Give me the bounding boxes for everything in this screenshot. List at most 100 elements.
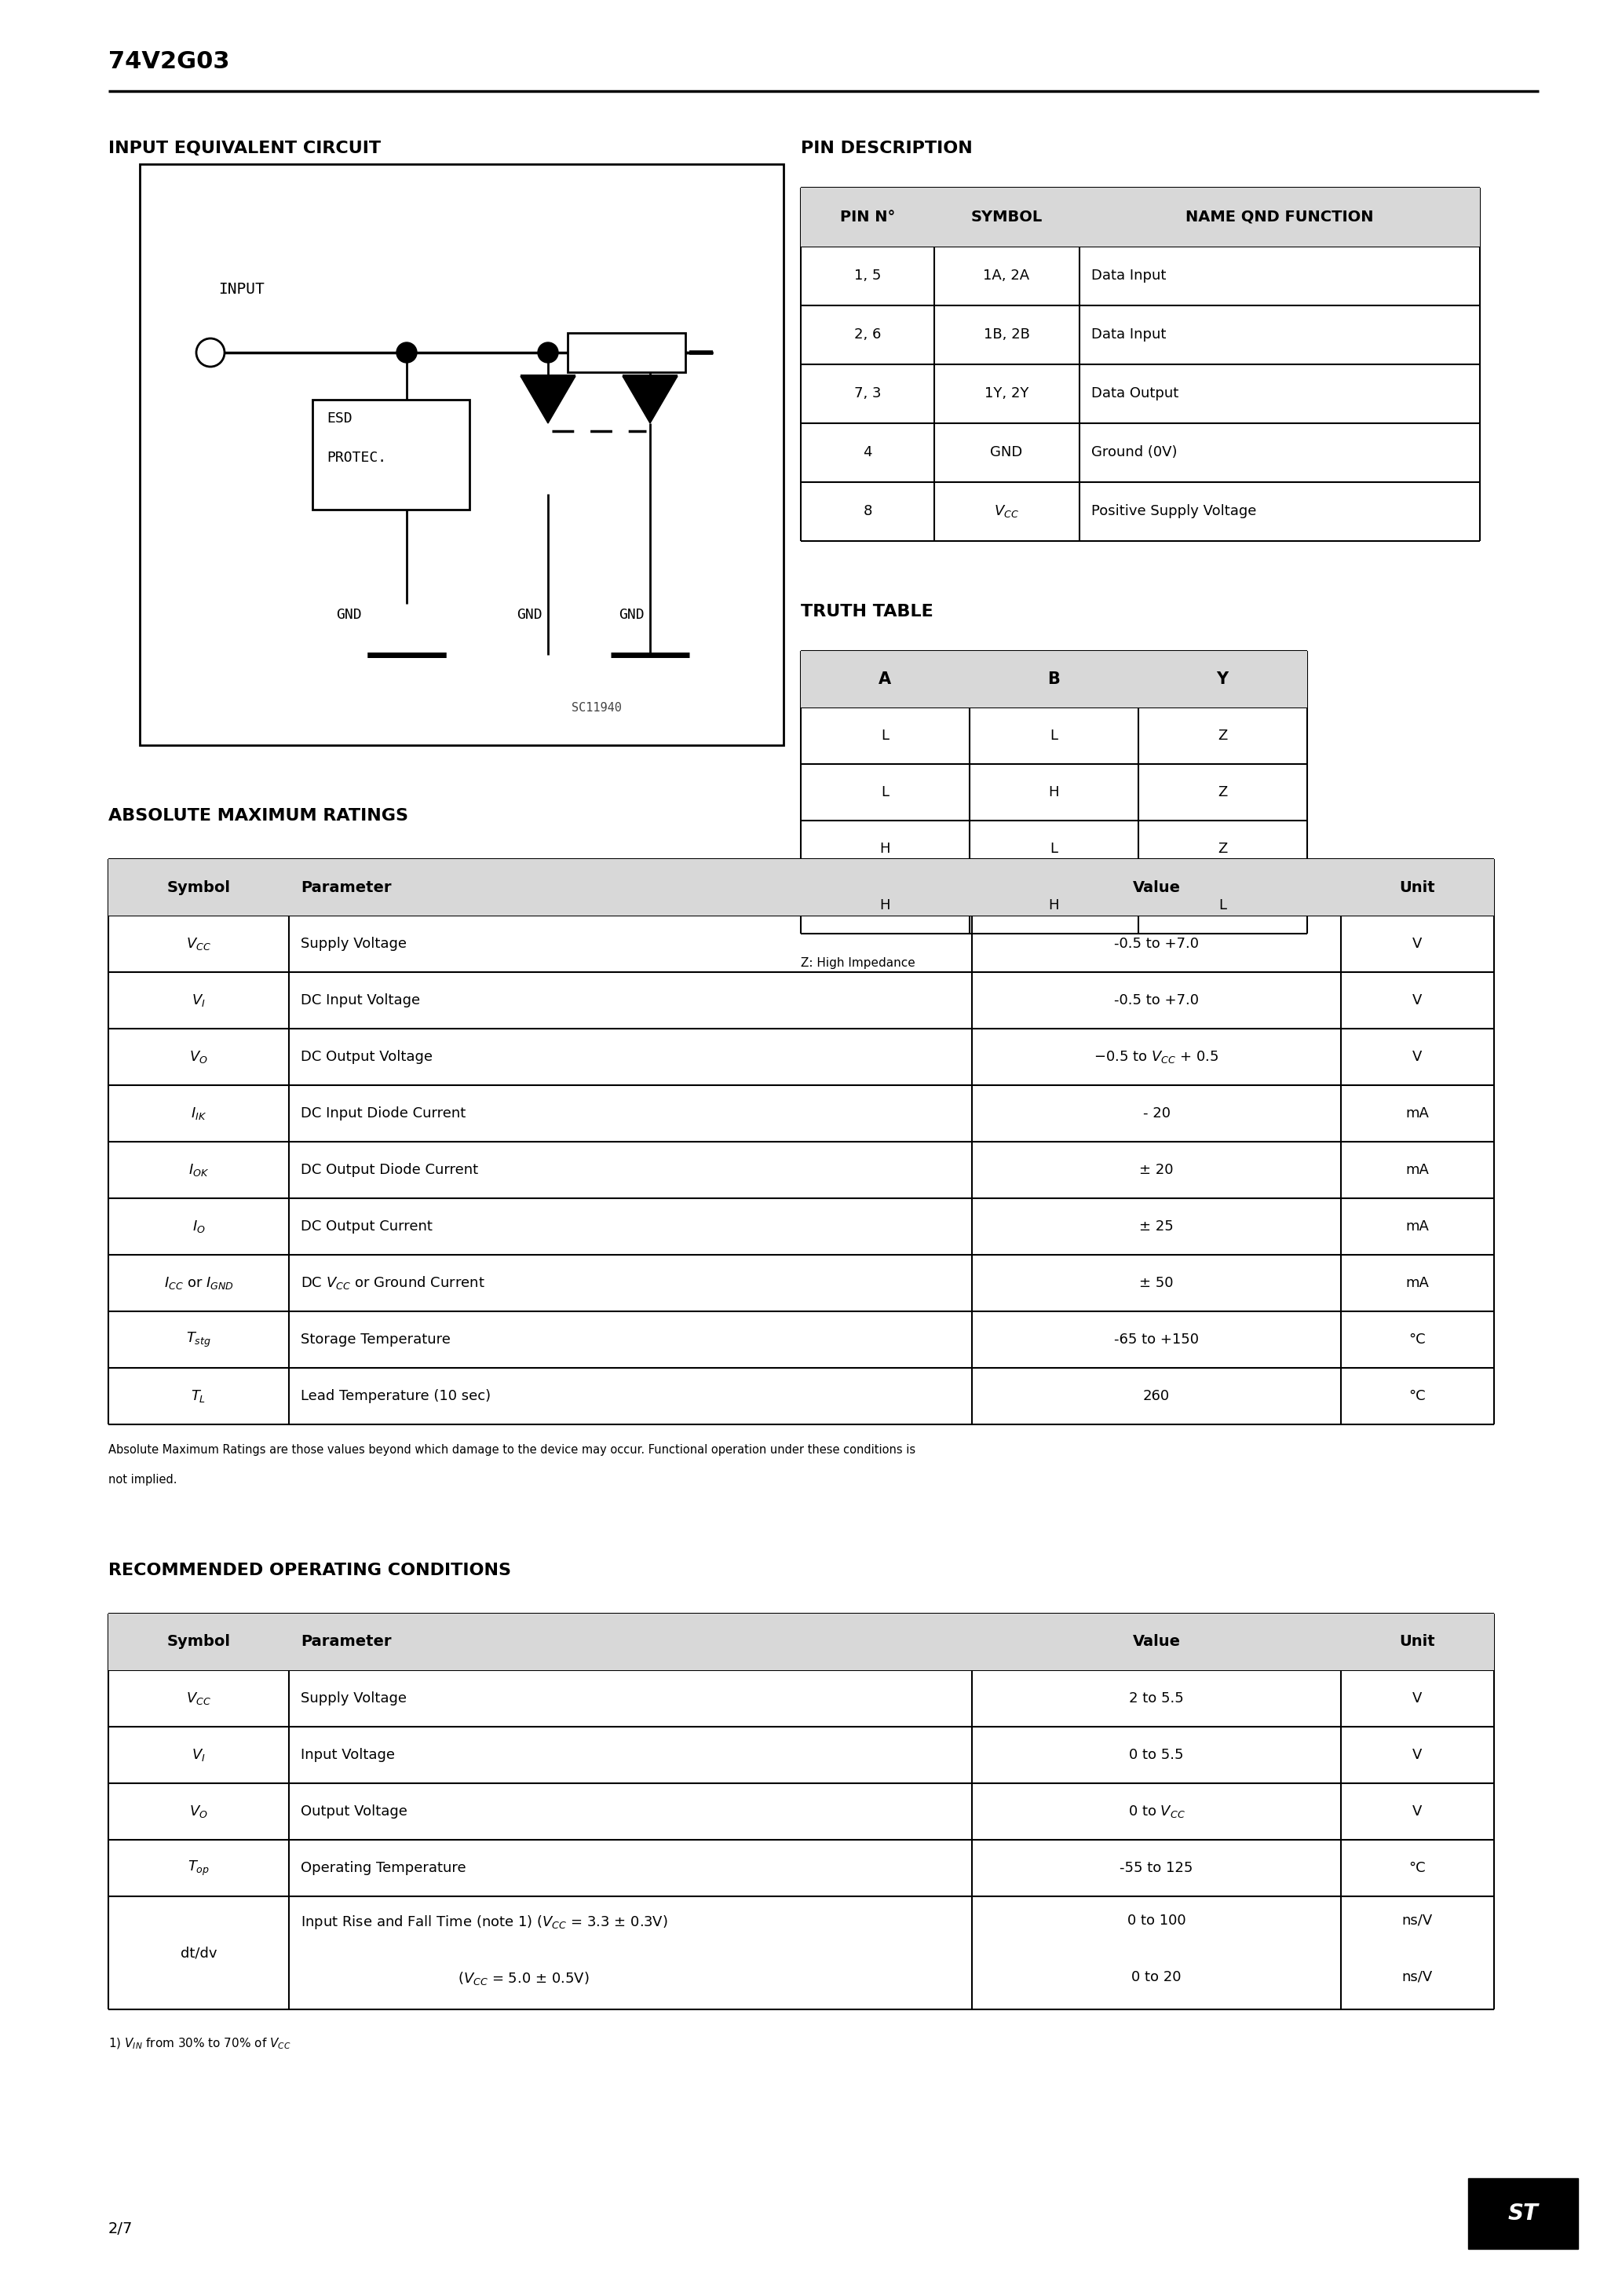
Text: -65 to +150: -65 to +150 bbox=[1114, 1332, 1199, 1348]
Text: V: V bbox=[1413, 937, 1422, 951]
Text: $I_O$: $I_O$ bbox=[191, 1219, 206, 1235]
Bar bbox=[139, 163, 783, 746]
Text: ± 20: ± 20 bbox=[1139, 1162, 1173, 1178]
Text: L: L bbox=[881, 728, 889, 744]
Text: GND: GND bbox=[618, 608, 644, 622]
Text: DC Input Diode Current: DC Input Diode Current bbox=[300, 1107, 466, 1120]
Text: A: A bbox=[879, 670, 890, 687]
Text: $T_{stg}$: $T_{stg}$ bbox=[187, 1329, 211, 1348]
Text: °C: °C bbox=[1408, 1332, 1426, 1348]
Circle shape bbox=[539, 342, 558, 363]
Text: Z: Z bbox=[1218, 785, 1228, 799]
Text: mA: mA bbox=[1405, 1107, 1429, 1120]
Text: GND: GND bbox=[336, 608, 362, 622]
Text: mA: mA bbox=[1405, 1162, 1429, 1178]
Text: 0 to 20: 0 to 20 bbox=[1132, 1970, 1181, 1984]
Text: Parameter: Parameter bbox=[300, 879, 391, 895]
Text: GND: GND bbox=[516, 608, 542, 622]
Text: ns/V: ns/V bbox=[1401, 1913, 1432, 1929]
Text: V: V bbox=[1413, 1805, 1422, 1818]
Text: Storage Temperature: Storage Temperature bbox=[300, 1332, 451, 1348]
Text: INPUT EQUIVALENT CIRCUIT: INPUT EQUIVALENT CIRCUIT bbox=[109, 140, 381, 156]
Text: Lead Temperature (10 sec): Lead Temperature (10 sec) bbox=[300, 1389, 491, 1403]
Text: Data Input: Data Input bbox=[1092, 328, 1166, 342]
Text: H: H bbox=[879, 843, 890, 856]
Text: - 20: - 20 bbox=[1144, 1107, 1169, 1120]
Text: $V_I$: $V_I$ bbox=[191, 1747, 206, 1763]
Text: V: V bbox=[1413, 1049, 1422, 1063]
Text: Operating Temperature: Operating Temperature bbox=[300, 1862, 466, 1876]
Text: 260: 260 bbox=[1144, 1389, 1169, 1403]
Text: 1B, 2B: 1B, 2B bbox=[983, 328, 1030, 342]
Text: RECOMMENDED OPERATING CONDITIONS: RECOMMENDED OPERATING CONDITIONS bbox=[109, 1564, 511, 1577]
Text: $I_{IK}$: $I_{IK}$ bbox=[191, 1107, 206, 1120]
Text: DC Input Voltage: DC Input Voltage bbox=[300, 994, 420, 1008]
Text: Data Input: Data Input bbox=[1092, 269, 1166, 282]
Text: Supply Voltage: Supply Voltage bbox=[300, 937, 407, 951]
Polygon shape bbox=[623, 377, 678, 422]
Text: B: B bbox=[1048, 670, 1059, 687]
Text: $V_O$: $V_O$ bbox=[190, 1805, 208, 1818]
Text: $I_{OK}$: $I_{OK}$ bbox=[188, 1162, 209, 1178]
Bar bbox=[801, 188, 1479, 246]
Text: SYMBOL: SYMBOL bbox=[970, 209, 1043, 225]
Text: Z: Z bbox=[1218, 843, 1228, 856]
Bar bbox=[1468, 2179, 1578, 2248]
Text: Unit: Unit bbox=[1400, 1635, 1435, 1649]
Text: $T_L$: $T_L$ bbox=[191, 1389, 206, 1403]
Text: DC $V_{CC}$ or Ground Current: DC $V_{CC}$ or Ground Current bbox=[300, 1274, 485, 1290]
Text: 0 to 5.5: 0 to 5.5 bbox=[1129, 1747, 1184, 1761]
Text: 1, 5: 1, 5 bbox=[855, 269, 881, 282]
Text: H: H bbox=[879, 898, 890, 912]
Text: $V_{CC}$: $V_{CC}$ bbox=[187, 937, 211, 953]
Text: Symbol: Symbol bbox=[167, 879, 230, 895]
Text: 7, 3: 7, 3 bbox=[855, 386, 881, 400]
Text: 1) $V_{IN}$ from 30% to 70% of $V_{CC}$: 1) $V_{IN}$ from 30% to 70% of $V_{CC}$ bbox=[109, 2037, 290, 2050]
Text: -0.5 to +7.0: -0.5 to +7.0 bbox=[1114, 937, 1199, 951]
Text: 2/7: 2/7 bbox=[109, 2223, 133, 2236]
Text: Output Voltage: Output Voltage bbox=[300, 1805, 407, 1818]
Text: INPUT: INPUT bbox=[219, 282, 264, 296]
Text: 0 to 100: 0 to 100 bbox=[1127, 1913, 1186, 1929]
Polygon shape bbox=[521, 377, 576, 422]
Text: $V_I$: $V_I$ bbox=[191, 992, 206, 1008]
Text: L: L bbox=[1218, 898, 1226, 912]
Text: DC Output Voltage: DC Output Voltage bbox=[300, 1049, 433, 1063]
Text: ns/V: ns/V bbox=[1401, 1970, 1432, 1984]
Text: L: L bbox=[1049, 843, 1058, 856]
Circle shape bbox=[396, 342, 417, 363]
Text: Absolute Maximum Ratings are those values beyond which damage to the device may : Absolute Maximum Ratings are those value… bbox=[109, 1444, 915, 1456]
Text: Symbol: Symbol bbox=[167, 1635, 230, 1649]
Text: 1Y, 2Y: 1Y, 2Y bbox=[985, 386, 1028, 400]
Text: Y: Y bbox=[1216, 670, 1228, 687]
Text: ABSOLUTE MAXIMUM RATINGS: ABSOLUTE MAXIMUM RATINGS bbox=[109, 808, 409, 824]
Text: 2 to 5.5: 2 to 5.5 bbox=[1129, 1692, 1184, 1706]
Text: V: V bbox=[1413, 1747, 1422, 1761]
Bar bbox=[109, 1614, 1494, 1669]
Text: PIN N°: PIN N° bbox=[840, 209, 895, 225]
Text: V: V bbox=[1413, 994, 1422, 1008]
Text: Input Rise and Fall Time (note 1) ($V_{CC}$ = 3.3 $\pm$ 0.3V): Input Rise and Fall Time (note 1) ($V_{C… bbox=[300, 1913, 668, 1931]
Text: H: H bbox=[1048, 785, 1059, 799]
Text: mA: mA bbox=[1405, 1277, 1429, 1290]
Text: mA: mA bbox=[1405, 1219, 1429, 1233]
Text: not implied.: not implied. bbox=[109, 1474, 177, 1486]
Text: L: L bbox=[881, 785, 889, 799]
Text: $V_O$: $V_O$ bbox=[190, 1049, 208, 1065]
Text: V: V bbox=[1413, 1692, 1422, 1706]
Text: Supply Voltage: Supply Voltage bbox=[300, 1692, 407, 1706]
Text: SC11940: SC11940 bbox=[571, 703, 621, 714]
Text: ST: ST bbox=[1508, 2202, 1538, 2225]
Text: Positive Supply Voltage: Positive Supply Voltage bbox=[1092, 505, 1257, 519]
Text: 8: 8 bbox=[863, 505, 873, 519]
Bar bbox=[568, 333, 686, 372]
Text: $-0.5$ to $V_{CC}$ + 0.5: $-0.5$ to $V_{CC}$ + 0.5 bbox=[1093, 1049, 1220, 1065]
Text: 2, 6: 2, 6 bbox=[855, 328, 881, 342]
Text: Input Voltage: Input Voltage bbox=[300, 1747, 394, 1761]
Text: Parameter: Parameter bbox=[300, 1635, 391, 1649]
Text: Value: Value bbox=[1132, 879, 1181, 895]
Text: $I_{CC}$ or $I_{GND}$: $I_{CC}$ or $I_{GND}$ bbox=[164, 1274, 234, 1290]
Text: Z: High Impedance: Z: High Impedance bbox=[801, 957, 915, 969]
Text: 1A, 2A: 1A, 2A bbox=[983, 269, 1030, 282]
Text: ($V_{CC}$ = 5.0 $\pm$ 0.5V): ($V_{CC}$ = 5.0 $\pm$ 0.5V) bbox=[457, 1970, 589, 1986]
